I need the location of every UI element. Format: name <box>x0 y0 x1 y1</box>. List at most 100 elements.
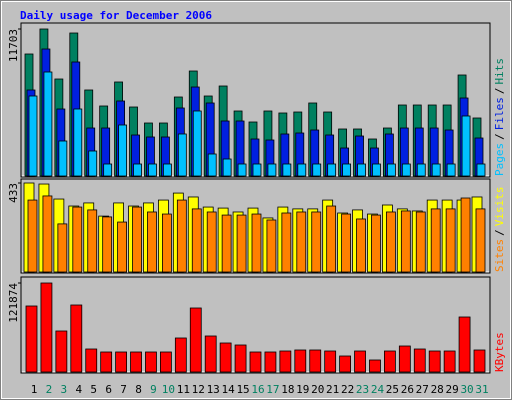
bar <box>159 351 172 373</box>
legend-separator: / <box>493 133 506 140</box>
bar <box>339 355 352 373</box>
bar <box>100 351 113 373</box>
bar <box>88 150 98 177</box>
bar <box>72 206 83 273</box>
legend-separator: / <box>493 229 506 236</box>
y-max-label: 121874 <box>7 283 20 323</box>
x-tick-label: 21 <box>326 383 339 396</box>
bar <box>222 158 232 177</box>
legend-entry: Sites <box>493 239 506 272</box>
bar <box>162 163 172 177</box>
x-tick-label: 4 <box>75 383 82 396</box>
x-tick-label: 6 <box>105 383 112 396</box>
x-tick-label: 27 <box>416 383 429 396</box>
bar <box>73 108 83 177</box>
bar <box>326 205 337 273</box>
bar <box>385 211 396 273</box>
bar <box>236 214 247 273</box>
bar <box>443 350 456 373</box>
legend-separator: / <box>493 88 506 95</box>
x-tick-label: 20 <box>311 383 324 396</box>
bar <box>237 163 247 177</box>
bar <box>177 133 187 177</box>
bar <box>102 216 113 273</box>
x-tick-label: 1 <box>31 383 38 396</box>
bar <box>117 221 127 273</box>
bar <box>311 211 322 273</box>
bar <box>267 163 277 177</box>
bar <box>446 163 456 177</box>
bar <box>266 219 277 273</box>
bar <box>87 209 98 273</box>
legend-entry: Visits <box>493 187 506 227</box>
legend: KBytes <box>493 332 506 372</box>
bar <box>445 208 456 273</box>
bar <box>354 350 366 373</box>
x-tick-label: 9 <box>150 383 157 396</box>
bar <box>55 330 68 373</box>
bar <box>341 213 352 273</box>
x-tick-label: 3 <box>61 383 68 396</box>
bar <box>400 210 411 273</box>
bar <box>115 351 127 373</box>
bar <box>27 199 38 273</box>
bar <box>206 211 217 273</box>
bar <box>251 213 262 273</box>
legend: Sites / Visits <box>493 187 506 273</box>
bar <box>148 163 157 177</box>
x-tick-label: 23 <box>356 383 369 396</box>
x-tick-label: 12 <box>192 383 205 396</box>
bar <box>279 350 292 373</box>
bar <box>476 163 486 177</box>
bar <box>145 351 157 373</box>
bar <box>252 163 262 177</box>
bar <box>281 212 292 273</box>
bar <box>70 304 83 373</box>
bar <box>413 348 426 373</box>
bar <box>40 282 53 373</box>
x-tick-label: 11 <box>177 383 190 396</box>
x-tick-label: 25 <box>386 383 399 396</box>
bar <box>371 214 381 273</box>
bar <box>473 349 486 373</box>
bar <box>356 218 366 273</box>
bar <box>282 163 292 177</box>
bar <box>130 351 142 373</box>
bar <box>386 163 396 177</box>
legend-entry: Hits <box>493 58 506 85</box>
bar <box>415 211 426 273</box>
bar <box>103 163 113 177</box>
bar <box>297 163 307 177</box>
x-tick-label: 5 <box>90 383 97 396</box>
bar <box>234 344 247 373</box>
x-tick-label: 7 <box>120 383 127 396</box>
x-tick-label: 29 <box>446 383 459 396</box>
x-tick-label: 18 <box>281 383 294 396</box>
bar <box>458 316 471 373</box>
bar <box>416 163 426 177</box>
bar <box>43 71 53 177</box>
bar <box>174 337 187 373</box>
bar <box>264 351 277 373</box>
bar <box>312 163 322 177</box>
bar <box>57 223 68 273</box>
bar <box>309 349 322 373</box>
y-max-label: 11703 <box>7 29 20 62</box>
bar <box>460 197 471 273</box>
bar <box>342 163 352 177</box>
bar <box>461 115 471 177</box>
y-max-label: 433 <box>7 183 20 203</box>
x-tick-label: 15 <box>236 383 249 396</box>
bar <box>296 211 307 273</box>
bar <box>132 206 142 273</box>
bar <box>221 214 232 273</box>
x-tick-label: 30 <box>460 383 473 396</box>
x-tick-label: 22 <box>341 383 354 396</box>
bar <box>161 213 172 273</box>
bar <box>28 95 38 177</box>
bar <box>42 195 53 273</box>
bar <box>85 348 98 373</box>
bar <box>118 124 127 177</box>
bar <box>430 208 441 273</box>
